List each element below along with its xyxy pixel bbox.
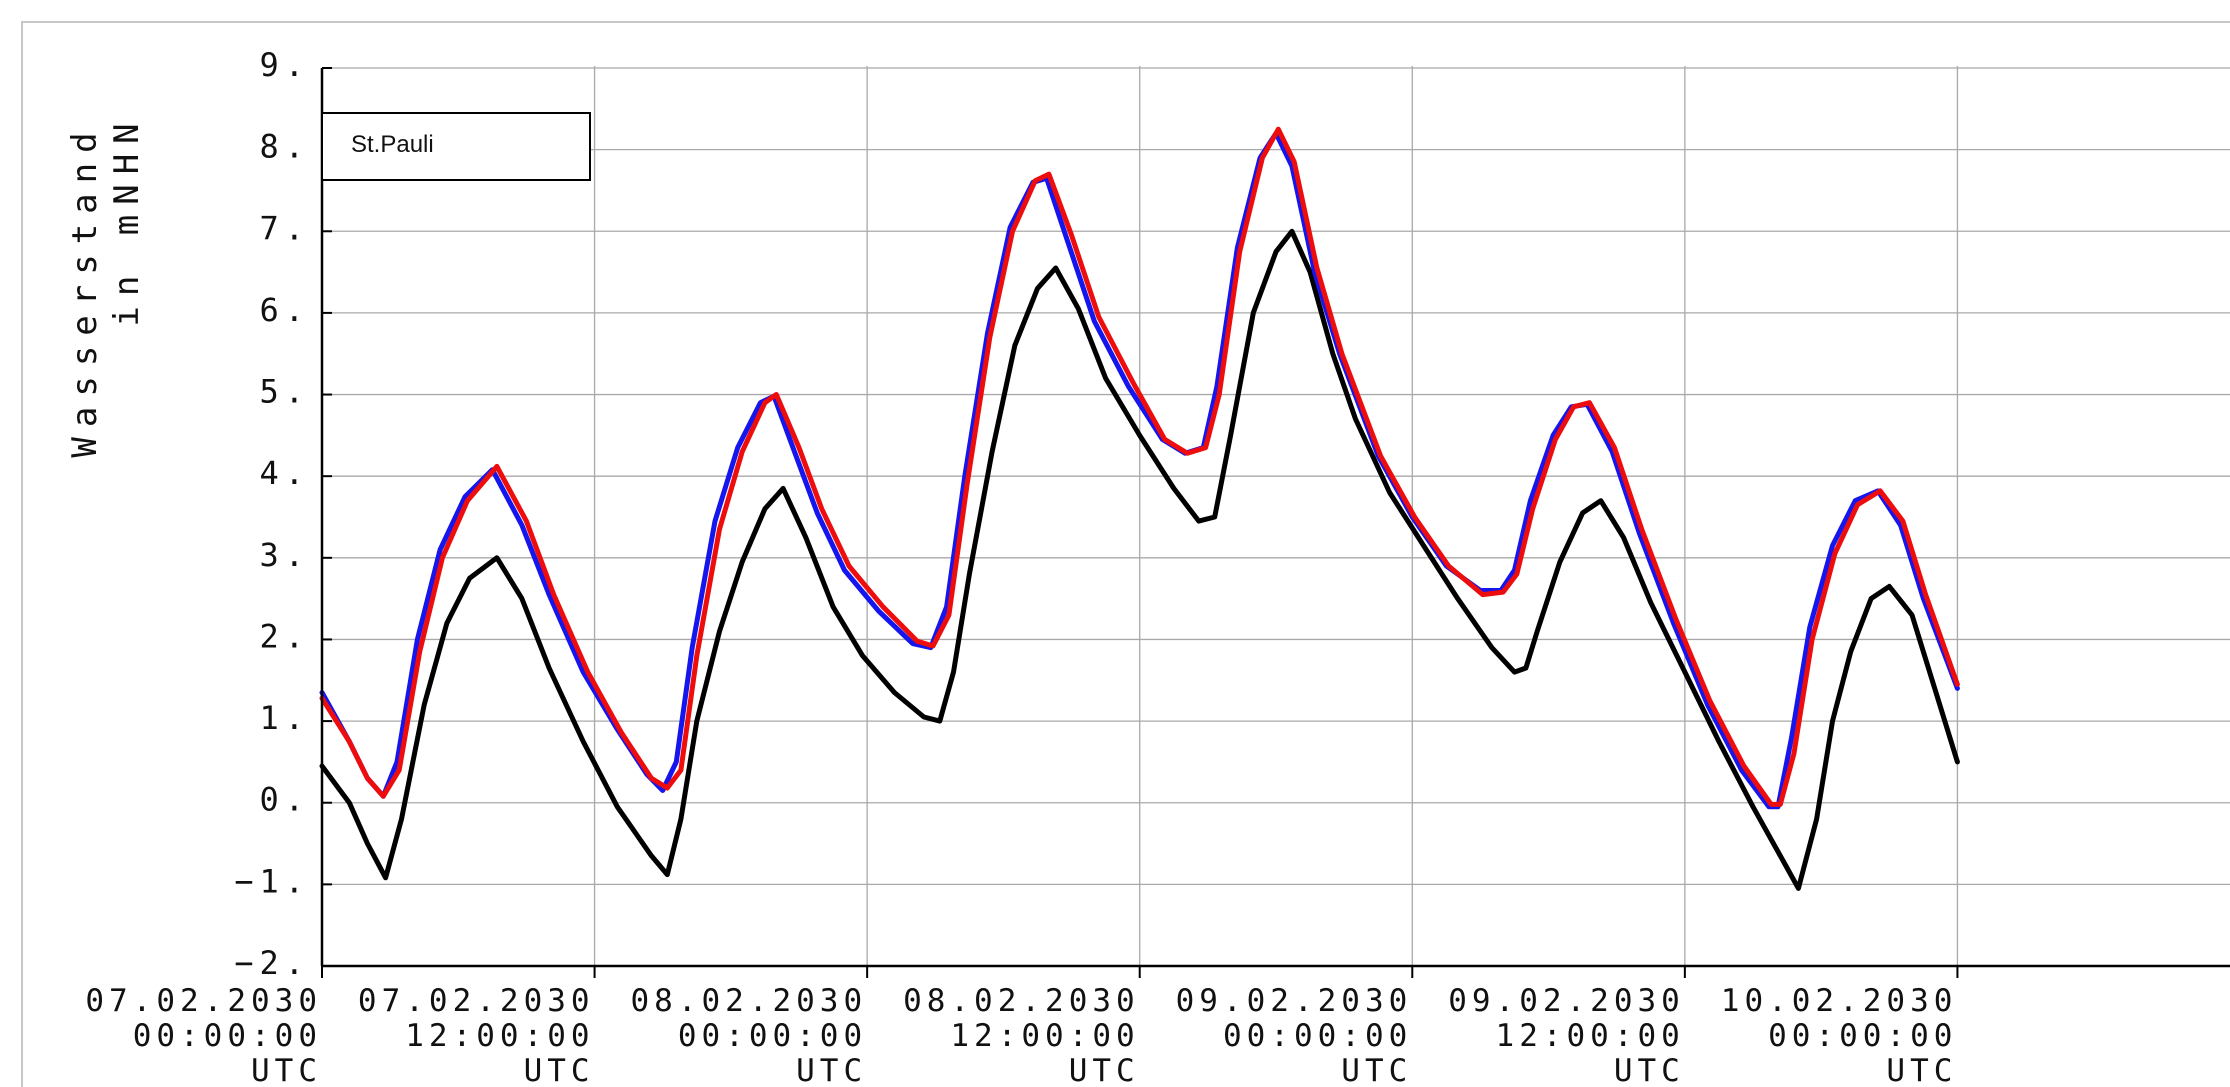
- y-tick-label: 9.: [259, 46, 310, 84]
- y-tick-label: −1.: [234, 862, 310, 900]
- y-tick-label: 4.: [259, 454, 310, 492]
- y-tick-label: 1.: [259, 699, 310, 737]
- x-tick-label-tz: UTC: [796, 1053, 867, 1087]
- x-tick-label-time: 00:00:00: [678, 1018, 867, 1054]
- x-tick-label-date: 07.02.2030: [358, 983, 595, 1019]
- legend-box-frame: [321, 112, 591, 181]
- outer-frame: [21, 21, 2230, 1087]
- y-axis-label: Wasserstand in mNHN: [65, 113, 147, 457]
- x-tick-label-time: 12:00:00: [950, 1018, 1139, 1054]
- legend-box-label: St.Pauli: [351, 131, 434, 158]
- y-tick-label: 2.: [259, 617, 310, 655]
- y-tick-label: −2.: [234, 944, 310, 982]
- y-tick-label: 7.: [259, 209, 310, 247]
- series-line-3: [319, 126, 1960, 807]
- y-tick-label: 3.: [259, 536, 310, 574]
- x-tick-label-date: 09.02.2030: [1448, 983, 1685, 1019]
- axis-layer: −2.−1.0.1.2.3.4.5.6.7.8.9.07.02.203000:0…: [85, 46, 2230, 1087]
- x-tick-label-tz: UTC: [1069, 1053, 1140, 1087]
- x-tick-label-tz: UTC: [1886, 1053, 1957, 1087]
- series-layer: [319, 126, 1960, 891]
- x-tick-label-time: 12:00:00: [1496, 1018, 1685, 1054]
- y-axis-label-line2: in mNHN: [107, 113, 147, 326]
- x-tick-label-date: 07.02.2030: [85, 983, 322, 1019]
- y-tick-label: 0.: [259, 781, 310, 819]
- x-tick-label-time: 00:00:00: [1768, 1018, 1957, 1054]
- x-tick-label-tz: UTC: [1614, 1053, 1685, 1087]
- x-tick-label-tz: UTC: [1341, 1053, 1412, 1087]
- x-tick-label-date: 08.02.2030: [903, 983, 1140, 1019]
- y-tick-label: 8.: [259, 128, 310, 166]
- x-tick-label-time: 12:00:00: [405, 1018, 594, 1054]
- series-line-1: [319, 228, 1960, 891]
- x-tick-label-date: 08.02.2030: [631, 983, 868, 1019]
- y-tick-label: 6.: [259, 291, 310, 329]
- x-tick-label-time: 00:00:00: [1223, 1018, 1412, 1054]
- x-tick-label-tz: UTC: [524, 1053, 595, 1087]
- legend-box: St.Pauli: [321, 112, 591, 181]
- x-tick-label-date: 09.02.2030: [1176, 983, 1413, 1019]
- x-tick-label-date: 10.02.2030: [1721, 983, 1958, 1019]
- grid-layer: [322, 66, 2230, 967]
- x-tick-label-tz: UTC: [251, 1053, 322, 1087]
- y-tick-label: 5.: [259, 373, 310, 411]
- y-axis-label-line1: Wasserstand: [65, 122, 105, 457]
- x-tick-label-time: 00:00:00: [133, 1018, 322, 1054]
- series-line-2: [319, 130, 1960, 810]
